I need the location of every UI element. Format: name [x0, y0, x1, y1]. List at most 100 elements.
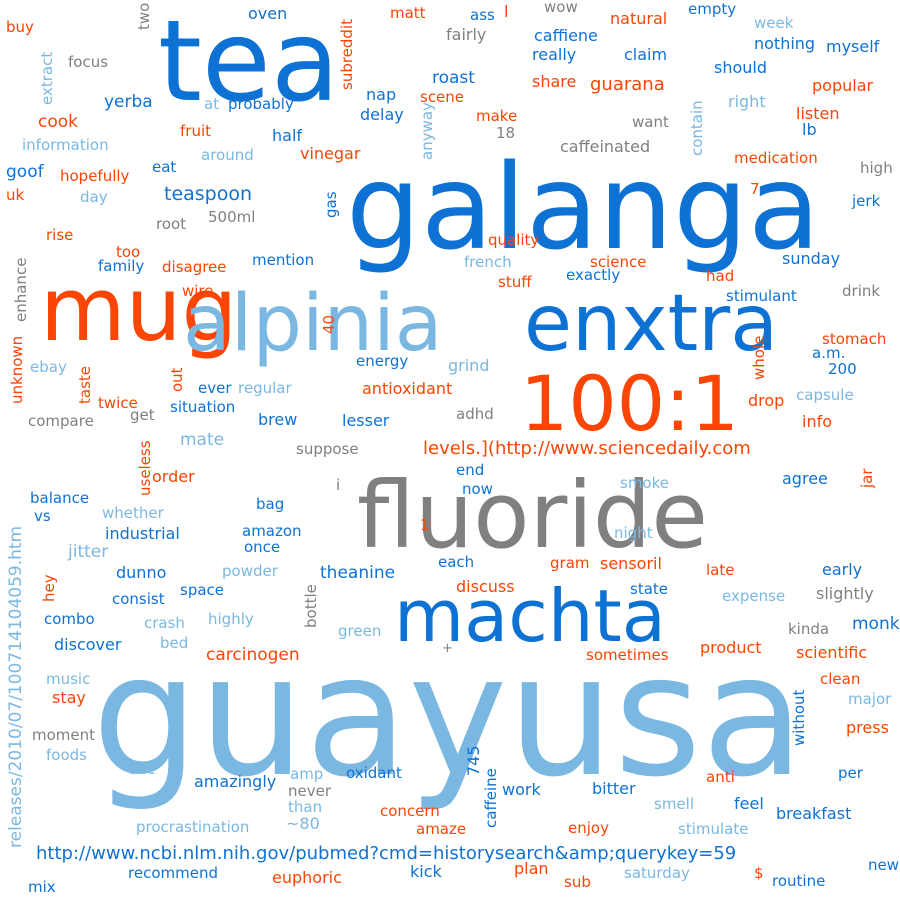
- word-quality: quality: [488, 231, 540, 249]
- word-moment: moment: [32, 726, 96, 744]
- word-one: one: [128, 760, 156, 778]
- word-18: 18: [496, 124, 516, 142]
- word-exactly: exactly: [566, 266, 621, 284]
- word-guarana: guarana: [590, 74, 665, 95]
- word-concern: concern: [380, 802, 440, 820]
- word-brew: brew: [258, 410, 298, 429]
- word-never: never: [288, 782, 332, 800]
- word-hey: hey: [40, 574, 58, 602]
- word-state: state: [630, 580, 668, 598]
- word-green: green: [338, 622, 382, 640]
- word-early: early: [822, 560, 863, 579]
- word-breakfast: breakfast: [776, 804, 852, 823]
- word-agree: agree: [782, 469, 828, 488]
- word-scene: scene: [420, 88, 465, 106]
- word-had: had: [706, 267, 735, 285]
- word-lesser: lesser: [342, 411, 390, 430]
- word-twice: twice: [98, 394, 138, 412]
- word-dollar: $: [754, 864, 764, 882]
- word-40: 40: [320, 314, 338, 334]
- word-once: once: [244, 538, 281, 556]
- word-dunno: dunno: [116, 563, 167, 582]
- word-half: half: [272, 126, 303, 145]
- word-fruit: fruit: [180, 122, 212, 140]
- word-per: per: [838, 764, 863, 782]
- word-bag: bag: [256, 495, 285, 513]
- word-ass: ass: [470, 6, 495, 24]
- word-jar: jar: [858, 468, 876, 488]
- word-wire: wire: [182, 282, 214, 300]
- word-enhance: enhance: [12, 257, 30, 322]
- word-mate: mate: [180, 430, 225, 450]
- word-200: 200: [828, 360, 857, 378]
- word-gas: gas: [322, 191, 340, 218]
- word-amazingly: amazingly: [194, 772, 277, 791]
- word-euphoric: euphoric: [272, 868, 342, 887]
- word-night: night: [614, 524, 653, 542]
- word-get: get: [130, 406, 155, 424]
- word-bed: bed: [160, 634, 189, 652]
- word-too: too: [116, 243, 141, 261]
- word-mention: mention: [252, 251, 315, 269]
- word-balance: balance: [30, 489, 90, 507]
- word-extract: extract: [38, 51, 56, 105]
- word-whether: whether: [102, 504, 164, 522]
- word-focus: focus: [68, 53, 109, 71]
- word-stay: stay: [52, 688, 86, 707]
- word-popular: popular: [812, 76, 874, 95]
- word-situation: situation: [170, 398, 236, 416]
- word-amp: amp: [290, 765, 324, 783]
- word-guayusa: guayusa: [92, 618, 805, 814]
- word-plan: plan: [514, 859, 549, 878]
- word-sometimes: sometimes: [586, 646, 669, 664]
- word-fluoride: fluoride: [357, 462, 708, 569]
- word-adhd: adhd: [456, 405, 494, 423]
- word-am: a.m.: [812, 344, 846, 362]
- word-enxtra: enxtra: [524, 279, 779, 369]
- word-without: without: [790, 689, 808, 746]
- word-clean: clean: [820, 670, 861, 688]
- word-routine: routine: [772, 872, 826, 890]
- word-lb: lb: [802, 120, 817, 139]
- word-drop: drop: [748, 391, 785, 410]
- word-new: new: [868, 856, 900, 874]
- word-expense: expense: [722, 587, 786, 605]
- word-combo: combo: [44, 610, 95, 628]
- word-music: music: [46, 670, 91, 688]
- word-goof: goof: [6, 162, 44, 182]
- word-out: out: [168, 367, 186, 392]
- word-eat: eat: [152, 158, 177, 176]
- word-major: major: [848, 690, 892, 708]
- word-scientific: scientific: [796, 643, 868, 662]
- word-crash: crash: [144, 614, 185, 632]
- word-subreddit: subreddit: [338, 18, 356, 90]
- word-drink: drink: [842, 282, 881, 300]
- word-highly: highly: [208, 610, 254, 628]
- word-500ml: 500ml: [208, 208, 256, 226]
- word-gram: gram: [550, 554, 590, 572]
- word-medication: medication: [734, 149, 818, 167]
- word-discover: discover: [54, 635, 122, 654]
- word-late: late: [706, 561, 735, 579]
- word-sub: sub: [564, 873, 591, 891]
- word-probably: probably: [228, 95, 294, 113]
- word-stimulant: stimulant: [726, 287, 797, 305]
- word-grind: grind: [448, 356, 490, 375]
- word-caffiene: caffiene: [534, 26, 598, 45]
- word-matt: matt: [390, 4, 426, 22]
- word-contain: contain: [688, 100, 706, 156]
- word-at: at: [204, 95, 220, 113]
- word-yerba: yerba: [104, 92, 153, 112]
- word-end: end: [456, 461, 485, 479]
- word-bottle: bottle: [302, 584, 320, 628]
- word-mug: mug: [40, 258, 238, 361]
- word-space: space: [180, 581, 225, 599]
- word-anti: anti: [706, 768, 735, 786]
- word-jerk: jerk: [852, 192, 881, 210]
- word-sunday: sunday: [782, 249, 841, 268]
- word-nap: nap: [366, 85, 397, 104]
- word-stimulate: stimulate: [678, 820, 749, 838]
- word-buy: buy: [6, 18, 34, 36]
- word-product: product: [700, 638, 762, 657]
